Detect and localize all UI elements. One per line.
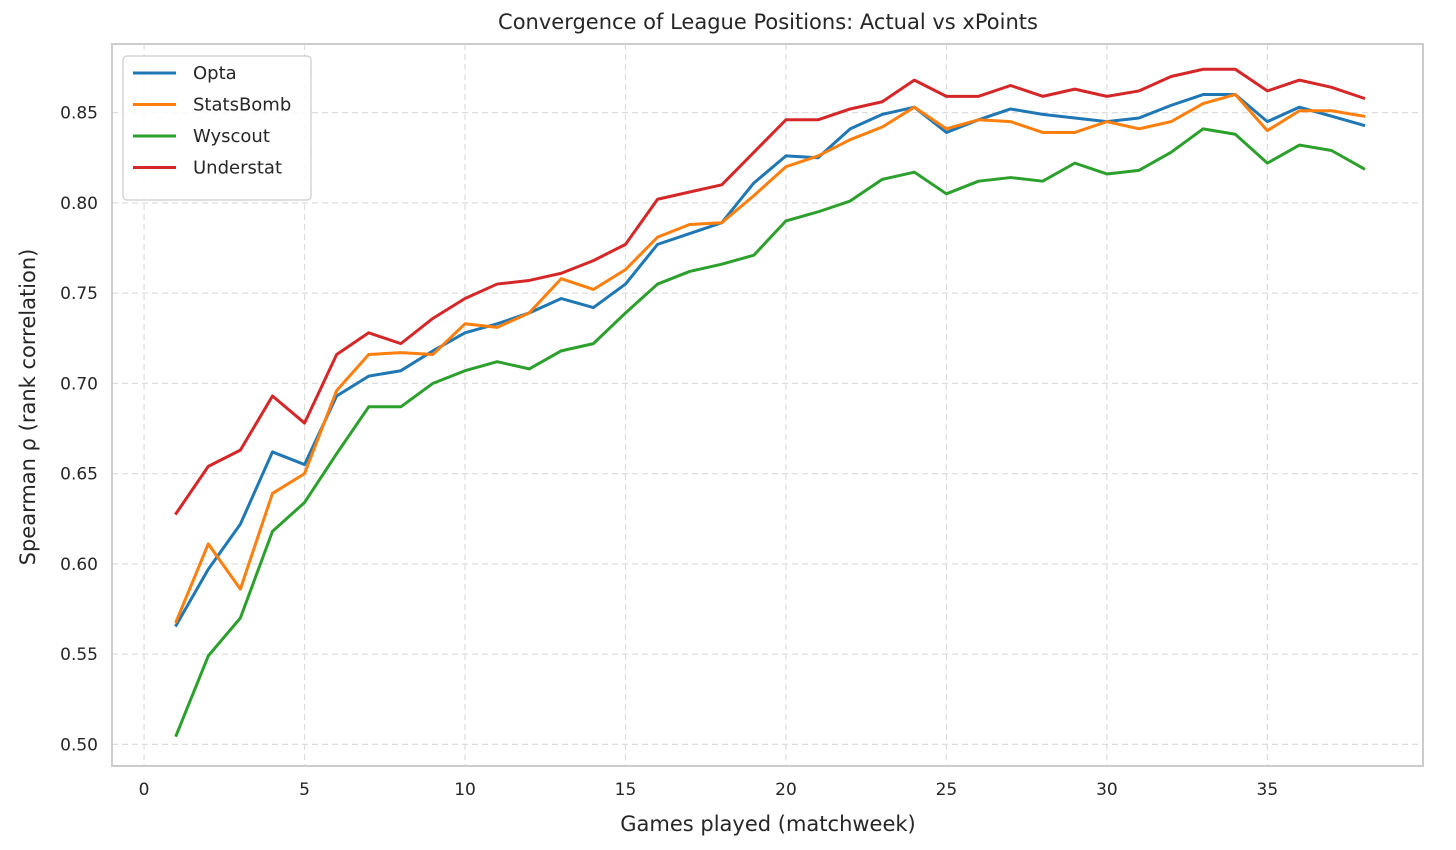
x-tick-label: 10 xyxy=(454,780,476,800)
y-tick-label: 0.60 xyxy=(60,555,98,575)
series-line-opta xyxy=(174,93,1366,628)
y-tick-label: 0.80 xyxy=(60,194,98,214)
y-tick-label: 0.85 xyxy=(60,104,98,124)
x-tick-label: 15 xyxy=(615,780,637,800)
y-tick-label: 0.70 xyxy=(60,374,98,394)
series-line-understat xyxy=(174,67,1366,516)
legend-box xyxy=(122,55,312,201)
x-tick-label: 0 xyxy=(139,780,150,800)
y-tick-label: 0.75 xyxy=(60,284,98,304)
y-tick-label: 0.50 xyxy=(60,735,98,755)
x-axis-label: Games played (matchweek) xyxy=(620,812,916,836)
x-tick-label: 35 xyxy=(1257,780,1279,800)
axes-frame xyxy=(111,43,1424,767)
legend-label-statsbomb: StatsBomb xyxy=(193,95,291,116)
series-line-wyscout xyxy=(174,127,1366,738)
x-tick-label: 5 xyxy=(299,780,310,800)
y-tick-label: 0.55 xyxy=(60,645,98,665)
series-line-statsbomb xyxy=(174,93,1366,624)
legend-label-understat: Understat xyxy=(193,158,282,179)
chart-title: Convergence of League Positions: Actual … xyxy=(498,10,1038,34)
y-tick-label: 0.65 xyxy=(60,465,98,485)
x-tick-label: 20 xyxy=(775,780,797,800)
x-tick-label: 25 xyxy=(936,780,958,800)
x-tick-label: 30 xyxy=(1096,780,1118,800)
legend-label-opta: Opta xyxy=(193,63,237,84)
legend-label-wyscout: Wyscout xyxy=(193,126,270,147)
